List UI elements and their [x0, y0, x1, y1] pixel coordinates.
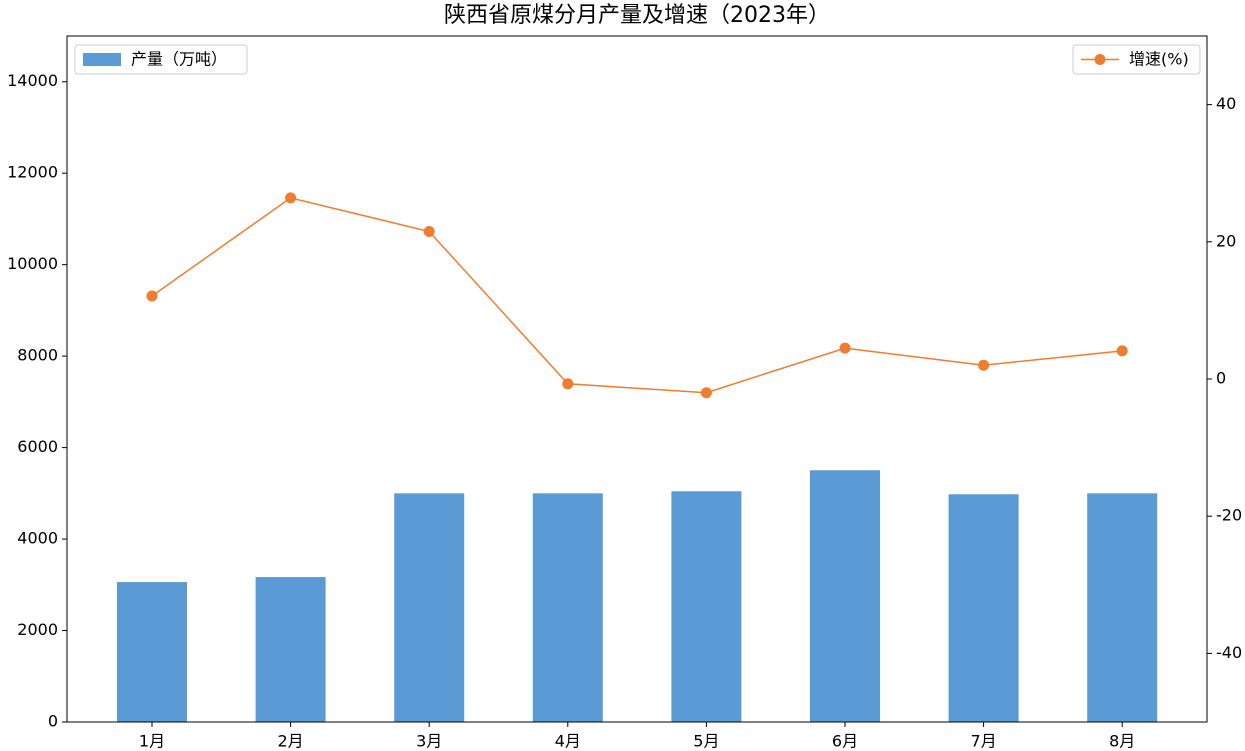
point: [700, 387, 712, 399]
point: [978, 359, 990, 371]
point: [423, 226, 435, 238]
chart-title: 陕西省原煤分月产量及增速（2023年）: [444, 3, 830, 28]
bar: [394, 493, 465, 722]
y-tick-label: 10000: [7, 254, 58, 273]
bar: [532, 493, 603, 722]
point: [562, 378, 574, 390]
x-tick-label: 2月: [278, 732, 304, 751]
legend-box: [74, 44, 248, 75]
y2-tick-label: 20: [1216, 231, 1236, 250]
legend-swatch: [83, 53, 121, 66]
y-tick-label: 8000: [17, 346, 58, 365]
bar: [255, 577, 326, 722]
bar: [810, 470, 880, 722]
legend-label: 增速(%): [1129, 50, 1189, 69]
y2-tick-label: -40: [1216, 643, 1242, 662]
bar: [1087, 493, 1158, 722]
y-tick-label: 2000: [17, 620, 58, 639]
line: [151, 197, 1123, 394]
point: [839, 342, 851, 354]
bar: [948, 494, 1019, 722]
legend-marker: [1094, 54, 1106, 65]
y-tick-label: 0: [48, 712, 58, 731]
x-tick-label: 3月: [416, 732, 442, 751]
point: [146, 290, 158, 302]
x-tick-label: 8月: [1109, 732, 1135, 751]
y-tick-label: 4000: [17, 529, 58, 548]
bar: [671, 491, 742, 722]
x-tick-label: 5月: [693, 732, 719, 751]
plot-frame: [66, 35, 1208, 723]
x-tick-label: 1月: [139, 732, 165, 751]
legend-label: 产量（万吨）: [131, 50, 227, 69]
y-tick-label: 12000: [7, 163, 58, 182]
legend-box: [1072, 44, 1201, 75]
point: [1116, 345, 1128, 357]
y-tick-label: 14000: [7, 71, 58, 90]
y-tick-label: 6000: [17, 437, 58, 456]
x-tick-label: 4月: [555, 732, 581, 751]
y2-tick-label: -20: [1216, 506, 1242, 525]
y2-tick-label: 0: [1216, 369, 1226, 388]
y2-tick-label: 40: [1216, 94, 1236, 113]
point: [285, 192, 297, 204]
bar: [117, 582, 187, 722]
x-tick-label: 7月: [971, 732, 997, 751]
x-tick-label: 6月: [832, 732, 858, 751]
